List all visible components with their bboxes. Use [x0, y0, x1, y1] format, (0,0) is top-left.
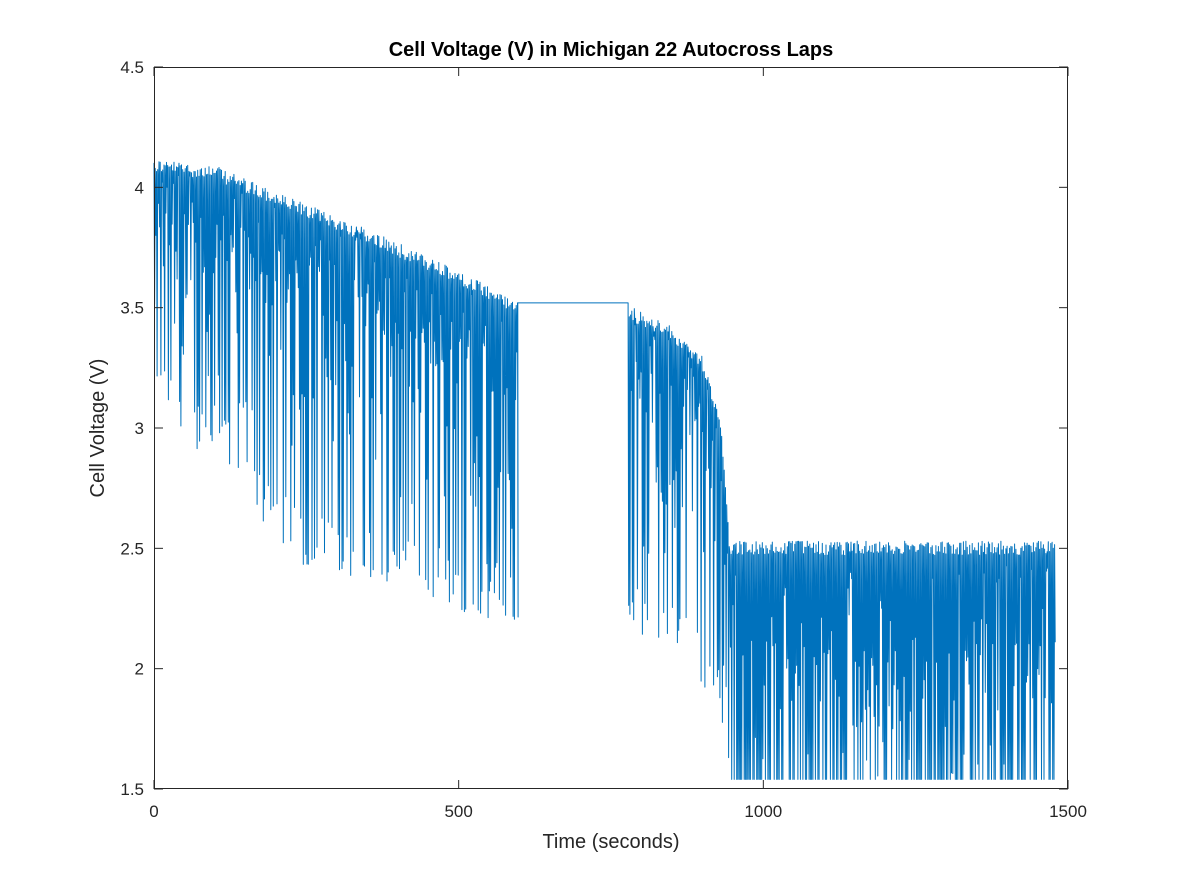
x-tick-label: 1500 — [1049, 802, 1087, 821]
y-tick-label: 3 — [135, 419, 144, 438]
y-tick-label: 2.5 — [120, 539, 144, 558]
y-tick-label: 3.5 — [120, 299, 144, 318]
y-axis-label: Cell Voltage (V) — [87, 359, 109, 498]
y-tick-label: 4.5 — [120, 58, 144, 77]
y-tick-label: 2 — [135, 660, 144, 679]
axis-ticks: 0 500 1000 1500 1.5 2 2.5 3 3.5 4 4.5 — [120, 58, 1087, 821]
chart-title: Cell Voltage (V) in Michigan 22 Autocros… — [389, 39, 834, 61]
y-tick-label: 1.5 — [120, 780, 144, 799]
x-tick-label: 0 — [149, 802, 158, 821]
y-tick-label: 4 — [135, 178, 144, 197]
data-series — [153, 161, 1056, 780]
x-tick-label: 1000 — [744, 802, 782, 821]
x-axis-label: Time (seconds) — [542, 831, 679, 853]
x-tick-label: 500 — [444, 802, 472, 821]
voltage-series-line — [153, 161, 1056, 780]
